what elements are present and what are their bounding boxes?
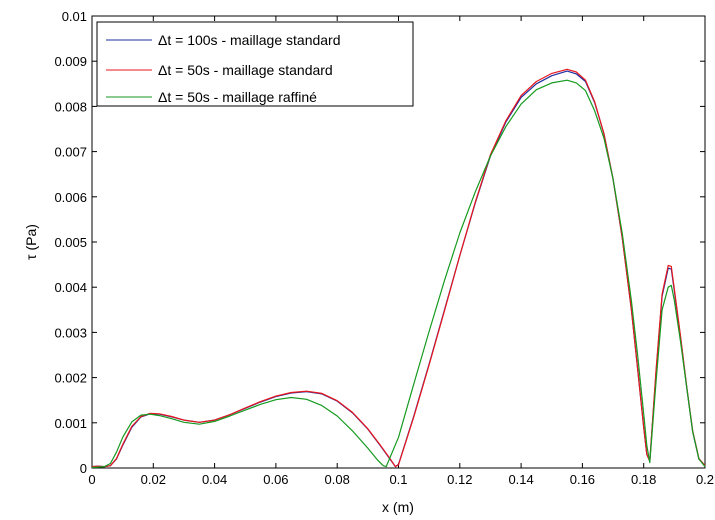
x-tick-label-4: 0.08 [325,472,350,487]
y-tick-label-5: 0.005 [54,235,87,250]
x-tick-label-9: 0.18 [631,472,656,487]
x-tick-label-0: 0 [88,472,95,487]
legend-entry-1: Δt = 50s - maillage standard [158,62,333,78]
series-line-2 [91,79,706,469]
y-tick-label-0: 0 [80,461,87,476]
x-tick-label-2: 0.04 [202,472,227,487]
x-tick-label-3: 0.06 [263,472,288,487]
x-tick-label-5: 0.1 [389,472,407,487]
y-tick-label-1: 0.001 [54,416,87,431]
y-tick-label-2: 0.002 [54,371,87,386]
x-axis: 0 0.02 0.04 0.06 0.08 0.1 0.12 0.14 0.16 0.18 0.2 [88,16,714,487]
legend: Δt = 100s - maillage standard Δt = 50s -… [96,21,414,107]
y-tick-label-8: 0.008 [54,99,87,114]
x-tick-label-8: 0.16 [570,472,595,487]
legend-box [96,21,414,107]
x-tick-label-7: 0.14 [508,472,533,487]
x-tick-label-10: 0.2 [696,472,714,487]
x-axis-label: x (m) [382,499,414,515]
y-axis-label: τ (Pa) [23,224,39,260]
legend-entry-2: Δt = 50s - maillage raffiné [158,89,317,105]
y-tick-label-3: 0.003 [54,325,87,340]
y-tick-label-10: 0.01 [62,9,87,24]
y-tick-label-4: 0.004 [54,280,87,295]
x-tick-label-6: 0.12 [447,472,472,487]
x-tick-label-1: 0.02 [141,472,166,487]
y-tick-label-9: 0.009 [54,54,87,69]
series-layer [91,68,706,469]
y-axis: 0 0.001 0.002 0.003 0.004 0.005 0.006 0.007 0.00… [54,9,705,476]
legend-entry-0: Δt = 100s - maillage standard [158,32,341,48]
y-tick-label-7: 0.007 [54,145,87,160]
y-tick-label-6: 0.006 [54,190,87,205]
